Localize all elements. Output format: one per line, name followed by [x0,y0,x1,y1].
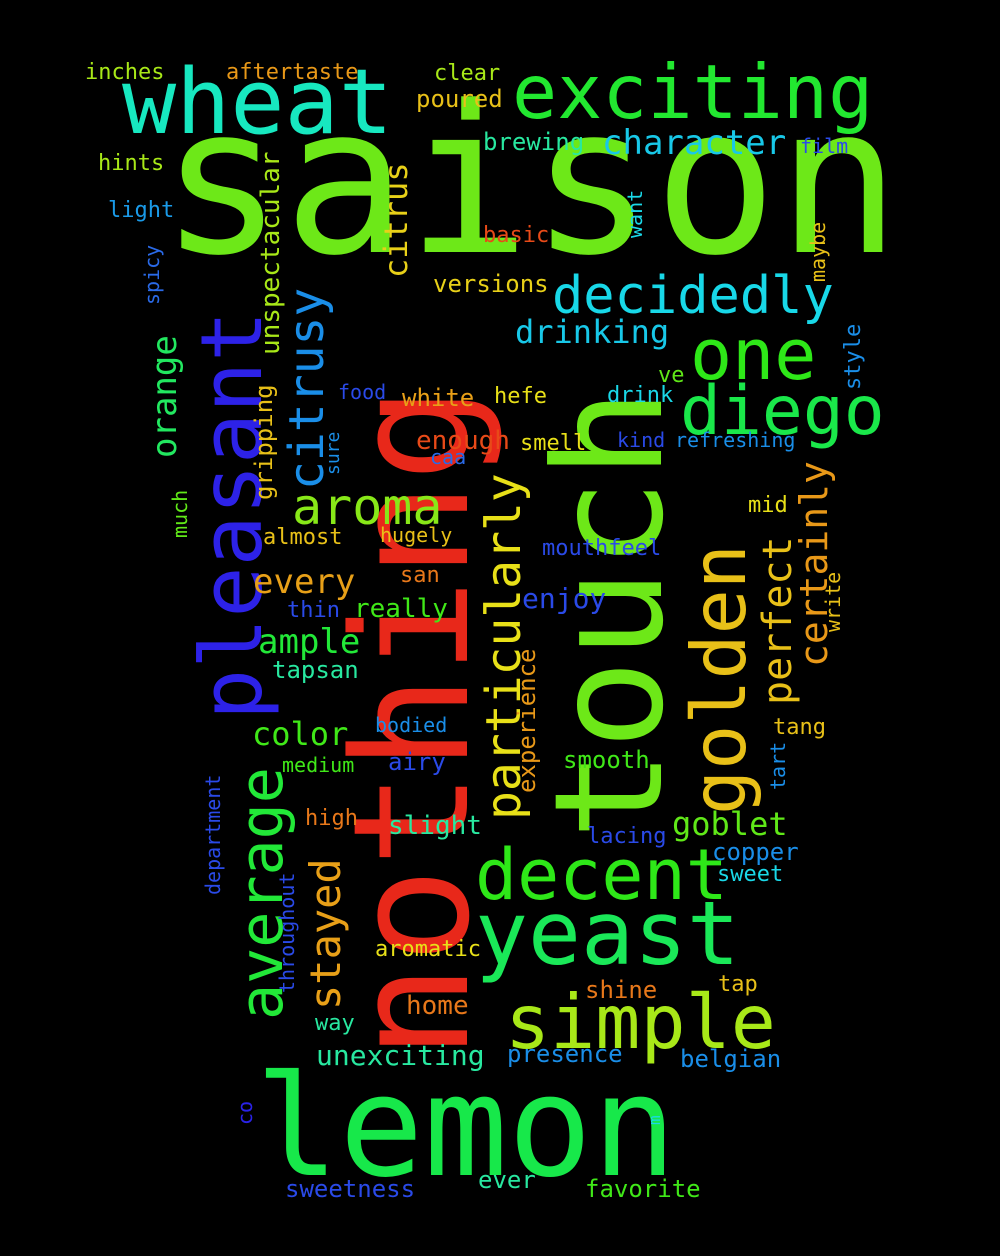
word-clear: clear [434,61,501,86]
word-aroma: aroma [292,478,443,536]
word-hugely: hugely [380,523,453,547]
word-really: really [354,594,448,624]
word-home: home [406,991,469,1021]
word-way: way [315,1011,355,1036]
word-inches: inches [85,60,165,85]
word-department: department [201,774,225,895]
word-favorite: favorite [585,1175,701,1203]
word-maybe: maybe [806,221,830,282]
word-character: character [602,123,787,163]
word-food: food [338,380,387,404]
word-color: color [252,715,349,753]
word-shine: shine [585,976,658,1004]
word-film: film [800,134,849,158]
word-want: want [623,189,647,238]
word-sure: sure [323,431,344,475]
word-mouthfeel: mouthfeel [542,536,662,561]
word-almost: almost [263,525,343,550]
word-smooth: smooth [563,746,650,774]
word-hints: hints [98,151,165,176]
word-golden: golden [675,544,763,815]
word-one: one [690,314,817,396]
word-exciting: exciting [512,48,874,136]
word-presence: presence [507,1040,623,1068]
word-airy: airy [388,748,446,776]
word-certainly: certainly [792,461,836,667]
word-decidedly: decidedly [552,266,834,326]
word-hefe: hefe [494,384,547,409]
word-light: light [108,198,175,223]
word-simple: simple [505,978,776,1066]
word-smell: smell [520,431,587,456]
word-aftertaste: aftertaste [226,60,359,85]
word-yeast: yeast [475,882,740,985]
word-stayed: stayed [301,858,350,1010]
word-high: high [305,806,358,831]
word-gripping: gripping [250,384,278,500]
word-white: white [402,384,475,412]
word-enjoy: enjoy [522,582,607,615]
word-every: every [253,562,356,602]
word-lacing: lacing [587,824,667,849]
word-drinking: drinking [515,313,670,351]
word-aromatic: aromatic [375,937,481,962]
word-unexciting: unexciting [316,1039,485,1072]
word-goblet: goblet [672,805,788,843]
word-write: write [821,571,845,632]
word-medium: medium [282,753,355,777]
word-tapsan: tapsan [272,656,359,684]
word-basic: basic [483,223,550,248]
word-caa: caa [430,445,467,469]
word-decent: decent [475,834,728,916]
word-ever: ever [478,1166,536,1194]
word-m: m [645,1115,664,1125]
word-ve: ve [658,363,685,388]
word-refreshing: refreshing [675,428,796,452]
word-throughout: throughout [275,872,299,993]
word-versions: versions [433,270,549,298]
word-san: san [400,563,440,588]
word-tap: tap [718,972,758,997]
word-co: co [233,1100,257,1125]
word-brewing: brewing [483,128,585,156]
word-poured: poured [416,85,503,113]
word-copper: copper [712,838,799,866]
word-lemon: lemon [255,1046,677,1209]
word-ample: ample [258,622,361,662]
word-bodied: bodied [375,713,448,737]
word-unspectacular: unspectacular [256,151,286,356]
word-citrus: citrus [377,162,415,278]
word-style: style [841,323,866,390]
word-wheat: wheat [122,50,393,155]
word-orange: orange [145,335,185,458]
word-much: much [168,489,192,538]
word-saison: saison [160,63,901,301]
word-sweetness: sweetness [285,1175,416,1203]
word-diego: diego [680,372,885,451]
word-slight: slight [388,811,482,841]
word-thin: thin [287,598,340,623]
word-experience: experience [513,648,541,794]
word-sweet: sweet [717,862,784,887]
word-enough: enough [416,426,510,456]
word-spicy: spicy [140,244,164,305]
word-kind: kind [617,428,666,452]
word-tart: tart [766,741,790,790]
word-drink: drink [607,383,674,408]
word-tang: tang [773,715,826,740]
word-belgian: belgian [680,1045,782,1073]
word-mid: mid [748,493,788,518]
